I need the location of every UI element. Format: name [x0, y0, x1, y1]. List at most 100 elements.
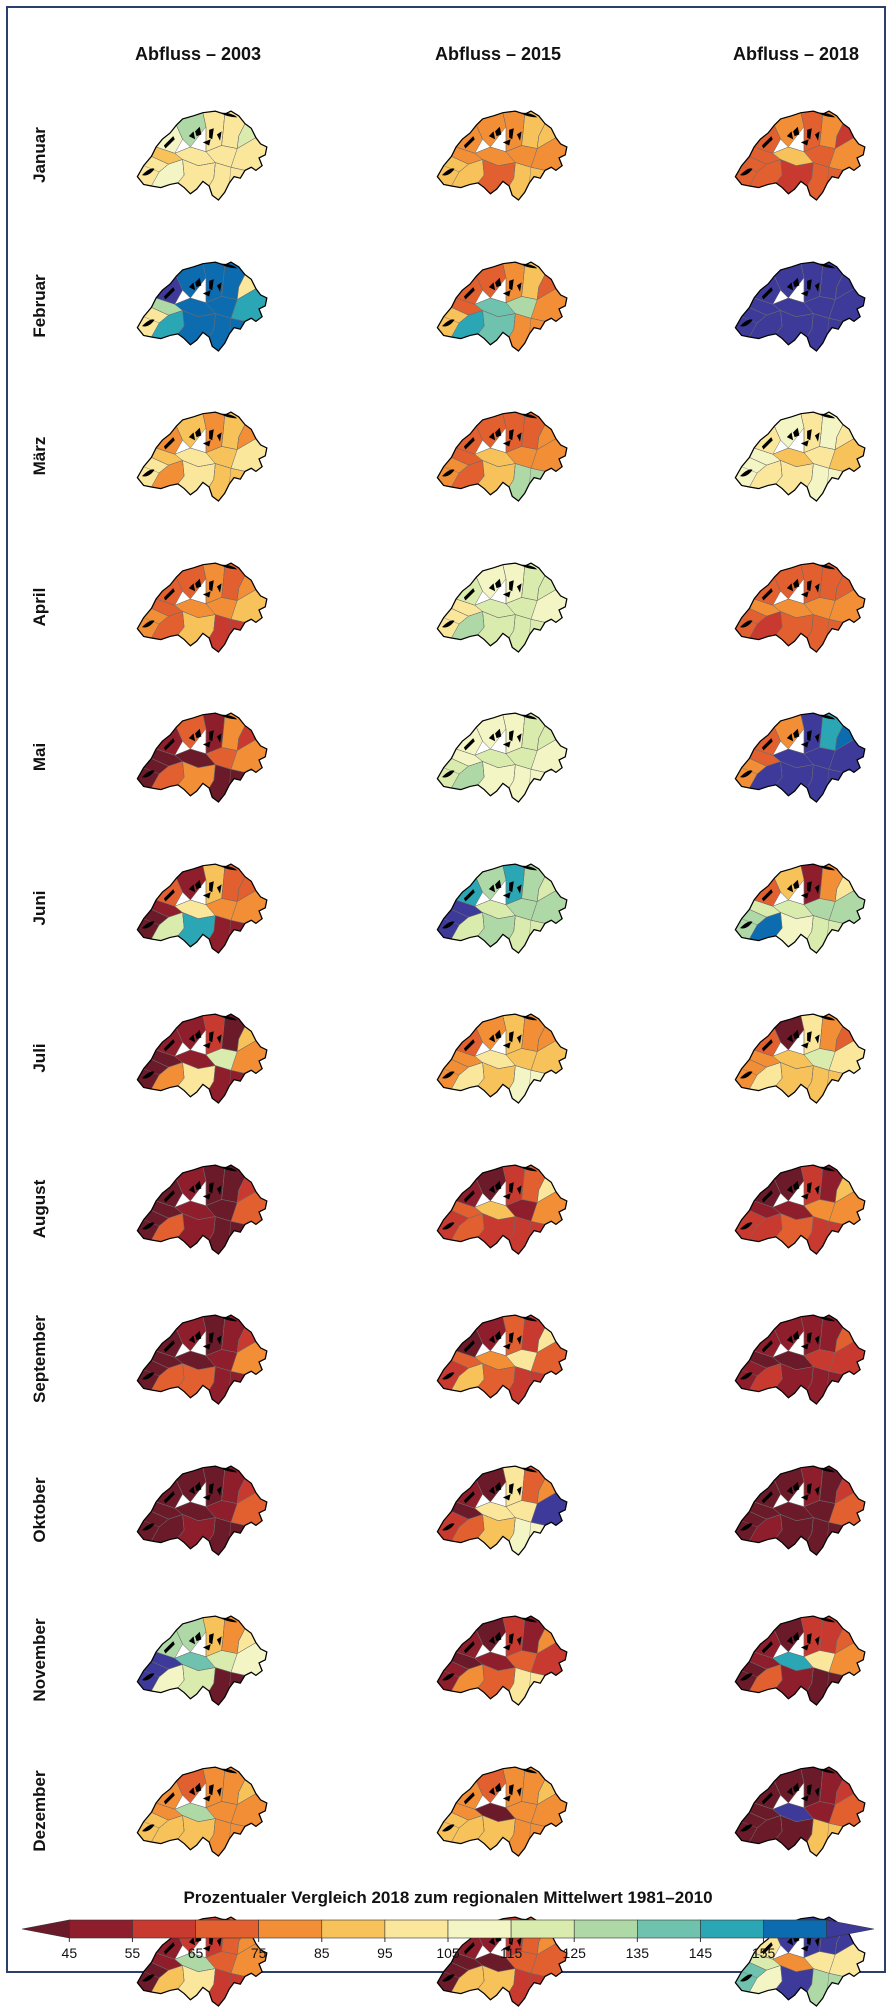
region-border	[228, 769, 231, 786]
lake	[194, 1782, 202, 1793]
region-border	[143, 766, 169, 775]
lake	[216, 1486, 222, 1496]
lake	[202, 1042, 211, 1049]
region-border	[819, 114, 823, 146]
region-border	[475, 878, 491, 901]
region-border	[775, 912, 783, 936]
region-border	[477, 611, 485, 635]
region-border	[443, 465, 469, 474]
region-border	[749, 1360, 843, 1376]
legend-bin-7	[447, 1919, 512, 1939]
lake	[800, 139, 809, 146]
legend-tick-label: 55	[125, 1945, 141, 1961]
region-border	[806, 614, 814, 639]
lake	[814, 1335, 820, 1346]
country-outline	[734, 1164, 866, 1255]
lake	[441, 1222, 455, 1230]
region-border	[143, 1217, 169, 1227]
lake	[814, 583, 820, 593]
region-border	[806, 915, 814, 940]
region-border	[177, 159, 185, 184]
lake	[806, 1784, 812, 1796]
region-border	[221, 1017, 225, 1049]
lake	[202, 1644, 211, 1651]
region-border	[477, 1815, 485, 1839]
region-border	[228, 318, 231, 334]
region-border	[236, 123, 245, 150]
country-outline	[136, 1615, 268, 1707]
region-border	[221, 566, 225, 598]
region-border	[806, 1517, 814, 1542]
region-border	[826, 1221, 829, 1237]
region-border	[477, 761, 485, 786]
lake	[441, 168, 455, 176]
region-border	[443, 1518, 469, 1528]
column-title-3: Abfluss – 2018	[732, 44, 860, 64]
lake	[516, 131, 522, 142]
region-border	[175, 426, 191, 449]
lake	[516, 1937, 522, 1948]
region-border	[175, 125, 191, 148]
region-border	[773, 426, 789, 449]
legend-bin-3	[195, 1919, 259, 1939]
region-border	[221, 716, 225, 748]
region-border	[477, 1062, 485, 1087]
region-border	[143, 164, 169, 173]
lake	[494, 1030, 502, 1040]
region-border	[221, 114, 225, 146]
country-outline	[136, 562, 268, 653]
region-border	[741, 1669, 767, 1678]
lake	[739, 770, 753, 778]
country-outline	[734, 1314, 866, 1406]
region-border	[143, 465, 169, 474]
region-border	[236, 274, 245, 300]
lake	[194, 127, 202, 137]
lake	[792, 1030, 800, 1040]
row-label-4: April	[30, 587, 49, 627]
map-Juli-1	[136, 1013, 268, 1105]
region-border	[508, 1818, 516, 1843]
lake	[208, 1332, 214, 1344]
region-border	[834, 123, 843, 150]
region-border	[775, 1062, 783, 1087]
lake	[463, 437, 475, 450]
country-outline	[436, 562, 568, 653]
lake	[202, 1945, 211, 1952]
lake	[163, 889, 175, 902]
region-border	[443, 766, 469, 775]
map-August-1	[136, 1164, 268, 1255]
region-border	[151, 1962, 245, 1978]
region-border	[749, 1661, 843, 1677]
lake	[494, 127, 502, 137]
lake	[814, 1937, 820, 1948]
lake	[516, 1185, 522, 1195]
region-border	[806, 163, 814, 187]
region-border	[443, 1819, 469, 1829]
country-outline	[734, 863, 866, 954]
lake	[508, 1332, 514, 1344]
row-label-12: Dezember	[30, 1770, 49, 1852]
lake	[188, 733, 195, 742]
region-border	[508, 1066, 516, 1090]
region-border	[819, 1318, 823, 1350]
region-border	[834, 1779, 843, 1805]
country-outline	[734, 110, 866, 202]
region-border	[151, 1511, 245, 1526]
region-border	[228, 1371, 231, 1388]
lake	[194, 1180, 202, 1191]
region-border	[221, 1619, 225, 1651]
legend-bin-2	[132, 1919, 196, 1939]
lake	[463, 1491, 475, 1504]
region-border	[151, 457, 245, 473]
region-border	[521, 1318, 525, 1350]
lake	[502, 741, 511, 748]
region-border	[208, 464, 216, 488]
region-border	[143, 1067, 169, 1076]
region-border	[177, 1363, 185, 1388]
lake	[494, 1632, 502, 1642]
legend-tick-label: 85	[314, 1945, 330, 1961]
region-border	[475, 1179, 491, 1202]
region-border	[806, 1066, 814, 1090]
region-border	[221, 1168, 225, 1200]
region-border	[508, 1668, 516, 1692]
